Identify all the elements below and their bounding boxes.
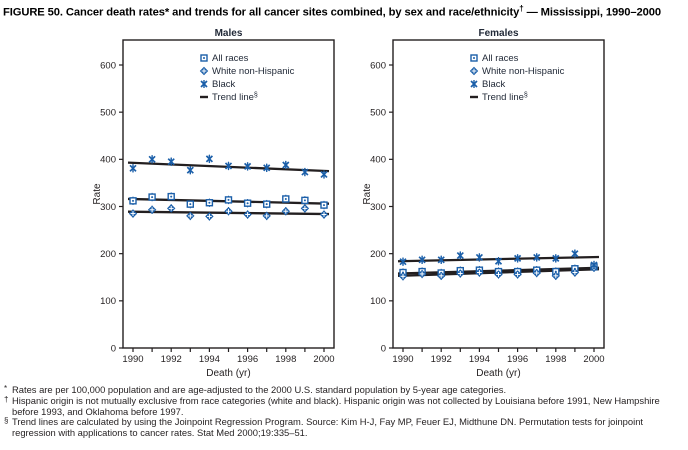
y-tick-label: 0 [111, 343, 116, 354]
x-axis: 1990 1992 1994 1996 1998 2000 [392, 348, 605, 365]
chart-title: Females [478, 28, 518, 39]
x-tick-label: 1992 [161, 354, 182, 365]
legend-sup: § [254, 92, 258, 99]
charts-canvas: Males 0 100 200 300 400 500 600 Rate 1990 1992 1994… [92, 28, 605, 379]
x-tick-label: 1990 [122, 354, 143, 365]
marker-square-dot [473, 57, 475, 59]
series-black [399, 249, 598, 269]
x-tick-label: 2000 [583, 354, 604, 365]
y-axis: 0 100 200 300 400 500 600 [370, 60, 393, 354]
footnote-symbol: † [4, 394, 9, 404]
footnote: * Rates are per 100,000 population and ar… [4, 384, 684, 396]
legend-label: All races [482, 53, 519, 64]
y-tick-label: 200 [100, 249, 116, 260]
footnote-text: Trend lines are calculated by using the … [12, 416, 644, 439]
marker-square-dot [265, 203, 268, 206]
x-tick-label: 1994 [469, 354, 490, 365]
y-tick-label: 100 [100, 296, 116, 307]
y-axis-label: Rate [362, 183, 373, 205]
marker-square-dot [203, 57, 205, 59]
legend: All races White non-Hispanic Black Trend li… [199, 53, 295, 103]
footnote: § Trend lines are calculated by using the… [4, 416, 684, 439]
legend: All races White non-Hispanic Black Trend li… [469, 53, 565, 103]
x-axis-label: Death (yr) [206, 368, 250, 379]
x-tick-label: 1990 [392, 354, 413, 365]
figure-title: FIGURE 50. Cancer death rates* and trend… [3, 4, 687, 19]
y-tick-label: 500 [370, 107, 386, 118]
legend-label: Black [212, 79, 235, 90]
footnote-text: Rates are per 100,000 population and are… [12, 384, 507, 395]
x-tick-label: 1996 [507, 354, 528, 365]
y-tick-label: 300 [370, 202, 386, 213]
legend-label: White non-Hispanic [212, 66, 295, 77]
y-tick-label: 0 [381, 343, 386, 354]
y-tick-label: 600 [100, 60, 116, 71]
y-tick-label: 100 [370, 296, 386, 307]
series-white-non-hispanic [128, 204, 329, 221]
marker-square-dot [189, 203, 192, 206]
series-white-non-hispanic [398, 263, 599, 281]
marker-square-dot [323, 204, 325, 207]
marker-square-dot [284, 197, 287, 200]
marker-square-dot [132, 199, 134, 202]
figure-title-text: FIGURE 50. Cancer death rates* and trend… [3, 6, 520, 19]
figure-title-suffix: — Mississippi, 1990–2000 [523, 6, 662, 19]
x-tick-label: 2000 [313, 354, 334, 365]
marker-square-dot [303, 199, 306, 202]
legend-label: All races [212, 53, 249, 64]
x-tick-label: 1992 [431, 354, 452, 365]
legend-label: Black [482, 79, 505, 90]
x-tick-label: 1996 [237, 354, 258, 365]
marker-square-dot [208, 201, 211, 204]
y-tick-label: 500 [100, 107, 116, 118]
x-tick-label: 1998 [545, 354, 566, 365]
footnote-text: Hispanic origin is not mutually exclusiv… [12, 394, 660, 417]
series-all-races [129, 192, 328, 209]
y-tick-label: 300 [100, 202, 116, 213]
footnotes-block: * Rates are per 100,000 population and ar… [4, 384, 684, 439]
x-tick-label: 1998 [275, 354, 296, 365]
males-chart: Males 0 100 200 300 400 500 600 Rate 1990 1992 1994… [92, 28, 335, 379]
marker-square-dot [554, 270, 557, 273]
chart-title: Males [215, 28, 243, 39]
x-axis-label: Death (yr) [476, 368, 520, 379]
y-tick-label: 600 [370, 60, 386, 71]
marker-square-dot [170, 195, 173, 198]
legend-label: White non-Hispanic [482, 66, 565, 77]
marker-square-dot [151, 196, 154, 199]
dagger-symbol: † [519, 4, 524, 13]
y-tick-label: 400 [100, 155, 116, 166]
footnote-symbol: * [4, 384, 8, 393]
trend-lines [127, 161, 330, 216]
footnote-symbol: § [4, 416, 9, 426]
series-black [129, 154, 328, 179]
x-tick-label: 1994 [199, 354, 220, 365]
marker-square-dot [246, 202, 249, 205]
legend-sup: § [524, 92, 528, 99]
y-axis: 0 100 200 300 400 500 600 [100, 60, 123, 354]
marker-square-dot [227, 198, 230, 201]
legend-label: Trend line§ [212, 92, 258, 103]
legend-label: Trend line§ [482, 92, 528, 103]
x-axis: 1990 1992 1994 1996 1998 2000 [122, 348, 335, 365]
y-axis-label: Rate [92, 183, 103, 205]
y-tick-label: 400 [370, 155, 386, 166]
footnote: † Hispanic origin is not mutually exclusi… [4, 394, 684, 418]
y-tick-label: 200 [370, 249, 386, 260]
